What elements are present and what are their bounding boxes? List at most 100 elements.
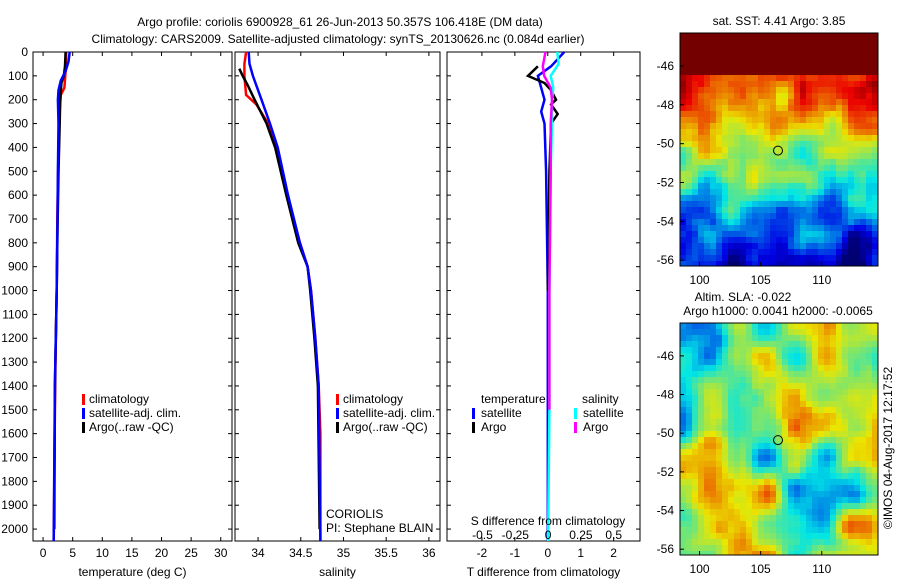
map-cell — [692, 479, 698, 485]
map-cell — [854, 389, 860, 395]
map-cell — [728, 51, 734, 57]
map-cell — [794, 207, 800, 213]
map-cell — [758, 359, 764, 365]
map-cell — [806, 539, 812, 545]
map-cell — [752, 147, 758, 153]
map-cell — [788, 359, 794, 365]
map-cell — [800, 503, 806, 509]
map-cell — [752, 473, 758, 479]
map-cell — [764, 249, 770, 255]
map-cell — [692, 237, 698, 243]
map-cell — [710, 521, 716, 527]
map-cell — [794, 177, 800, 183]
map-cell — [866, 335, 872, 341]
legend-title-salinity: salinity — [582, 392, 619, 406]
map-cell — [752, 207, 758, 213]
map-cell — [740, 323, 746, 329]
map-cell — [710, 509, 716, 515]
map-cell — [776, 503, 782, 509]
map-cell — [746, 33, 752, 39]
map-cell — [764, 165, 770, 171]
map-cell — [830, 401, 836, 407]
map-cell — [704, 87, 710, 93]
map-cell — [836, 413, 842, 419]
map-cell — [758, 401, 764, 407]
map-cell — [812, 461, 818, 467]
map-cell — [728, 335, 734, 341]
map-cell — [860, 407, 866, 413]
map-cell — [746, 141, 752, 147]
map-cell — [800, 539, 806, 545]
map-cell — [800, 243, 806, 249]
map-cell — [752, 401, 758, 407]
map-cell — [818, 255, 824, 261]
map-cell — [842, 359, 848, 365]
map-cell — [782, 165, 788, 171]
map-cell — [836, 129, 842, 135]
map-cell — [854, 177, 860, 183]
map-cell — [722, 431, 728, 437]
map-cell — [758, 207, 764, 213]
map-cell — [854, 189, 860, 195]
map-cell — [740, 195, 746, 201]
map-cell — [848, 419, 854, 425]
map-cell — [764, 503, 770, 509]
map-cell — [740, 111, 746, 117]
map-cell — [848, 431, 854, 437]
map-cell — [860, 329, 866, 335]
map-cell — [824, 437, 830, 443]
map-cell — [794, 255, 800, 261]
map-cell — [770, 39, 776, 45]
map-cell — [848, 545, 854, 551]
map-cell — [842, 509, 848, 515]
map-cell — [680, 39, 686, 45]
map-cell — [758, 437, 764, 443]
y-tick-label: 400 — [8, 140, 28, 154]
map-cell — [842, 533, 848, 539]
legend-swatch — [336, 422, 339, 433]
map-cell — [866, 219, 872, 225]
map-cell — [836, 389, 842, 395]
map-cell — [680, 51, 686, 57]
map-cell — [794, 141, 800, 147]
map-cell — [866, 545, 872, 551]
map-cell — [860, 413, 866, 419]
map-cell — [848, 57, 854, 63]
map-cell — [704, 183, 710, 189]
map-cell — [770, 69, 776, 75]
map-cell — [812, 87, 818, 93]
map-cell — [764, 237, 770, 243]
map-cell — [836, 45, 842, 51]
map-cell — [860, 449, 866, 455]
map-cell — [716, 87, 722, 93]
map-cell — [818, 365, 824, 371]
x-tick-label: 36 — [422, 546, 436, 560]
map-cell — [860, 123, 866, 129]
map-cell — [710, 371, 716, 377]
map-cell — [692, 413, 698, 419]
map-cell — [806, 461, 812, 467]
map-cell — [776, 413, 782, 419]
map-cell — [722, 443, 728, 449]
map-cell — [734, 419, 740, 425]
map-cell — [698, 539, 704, 545]
map-cell — [848, 177, 854, 183]
map-cell — [686, 201, 692, 207]
map-cell — [758, 135, 764, 141]
map-cell — [746, 195, 752, 201]
map-cell — [836, 425, 842, 431]
map-cell — [710, 431, 716, 437]
map-cell — [812, 359, 818, 365]
map-cell — [692, 111, 698, 117]
sst-map-title: sat. SST: 4.41 Argo: 3.85 — [713, 14, 846, 28]
map-cell — [812, 261, 818, 266]
map-cell — [716, 359, 722, 365]
map-cell — [728, 225, 734, 231]
map-cell — [752, 443, 758, 449]
map-cell — [782, 335, 788, 341]
map-cell — [710, 249, 716, 255]
map-cell — [776, 521, 782, 527]
map-cell — [752, 527, 758, 533]
map-cell — [824, 449, 830, 455]
map-cell — [716, 231, 722, 237]
